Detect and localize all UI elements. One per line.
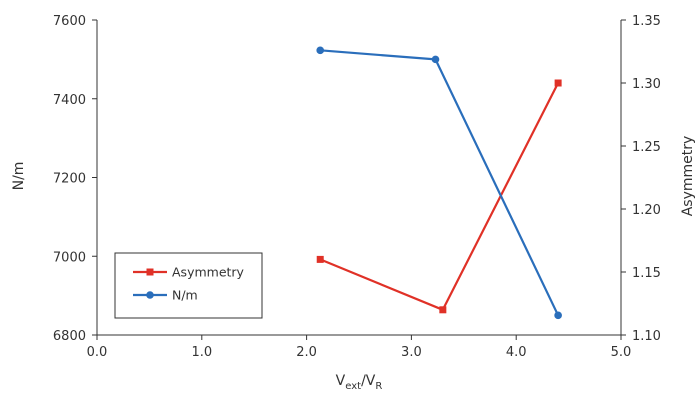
data-point-asymmetry — [316, 255, 324, 263]
y-right-tick-label: 1.15 — [632, 266, 661, 281]
data-point-n-m — [316, 46, 325, 55]
legend: Asymmetry N/m — [114, 252, 263, 319]
x-tick-label: 2.0 — [296, 345, 317, 360]
y-right-tick-label: 1.10 — [632, 329, 661, 344]
series-line-n-m — [320, 49, 560, 316]
x-tick-label: 5.0 — [611, 345, 632, 360]
y-right-tick-label: 1.25 — [632, 140, 661, 155]
y-left-tick-label: 7400 — [53, 93, 86, 108]
legend-label-asymmetry: Asymmetry — [172, 265, 245, 280]
y-axis-left-title: N/m — [11, 162, 27, 191]
data-point-n-m — [554, 311, 562, 320]
legend-marker-n-m — [146, 291, 154, 299]
y-right-tick-label: 1.35 — [632, 14, 661, 29]
data-point-asymmetry — [439, 306, 447, 314]
y-right-tick-label: 1.20 — [632, 203, 661, 218]
x-tick-label: 4.0 — [506, 345, 527, 360]
y-axis-right-title: Asymmetry — [680, 136, 696, 217]
y-left-tick-label: 6800 — [53, 329, 86, 344]
x-title-sub2: R — [375, 381, 382, 392]
x-title-sub1: ext — [345, 381, 361, 392]
tick-labels: 0.0 1.0 2.0 3.0 4.0 5.0 6800 7000 7200 7400 7600 1.… — [53, 14, 661, 360]
data-point-asymmetry — [554, 79, 562, 87]
y-left-tick-label: 7000 — [53, 250, 86, 265]
x-title-main: V — [336, 373, 346, 389]
y-left-tick-label: 7200 — [53, 172, 86, 187]
y-right-tick-label: 1.30 — [632, 77, 661, 92]
x-tick-label: 0.0 — [87, 345, 108, 360]
legend-box — [114, 252, 263, 319]
x-title-sep: /V — [361, 373, 376, 389]
axes — [92, 19, 626, 340]
data-point-n-m — [431, 55, 440, 64]
series-lines — [319, 49, 560, 316]
x-tick-label: 1.0 — [191, 345, 212, 360]
series-line-asymmetry — [319, 82, 560, 311]
legend-label-n-m: N/m — [172, 288, 198, 303]
legend-marker-asymmetry — [146, 268, 154, 276]
x-tick-label: 3.0 — [401, 345, 422, 360]
x-axis-title: Vext/VR — [336, 373, 383, 392]
series-markers — [316, 46, 562, 320]
y-left-tick-label: 7600 — [53, 14, 86, 29]
